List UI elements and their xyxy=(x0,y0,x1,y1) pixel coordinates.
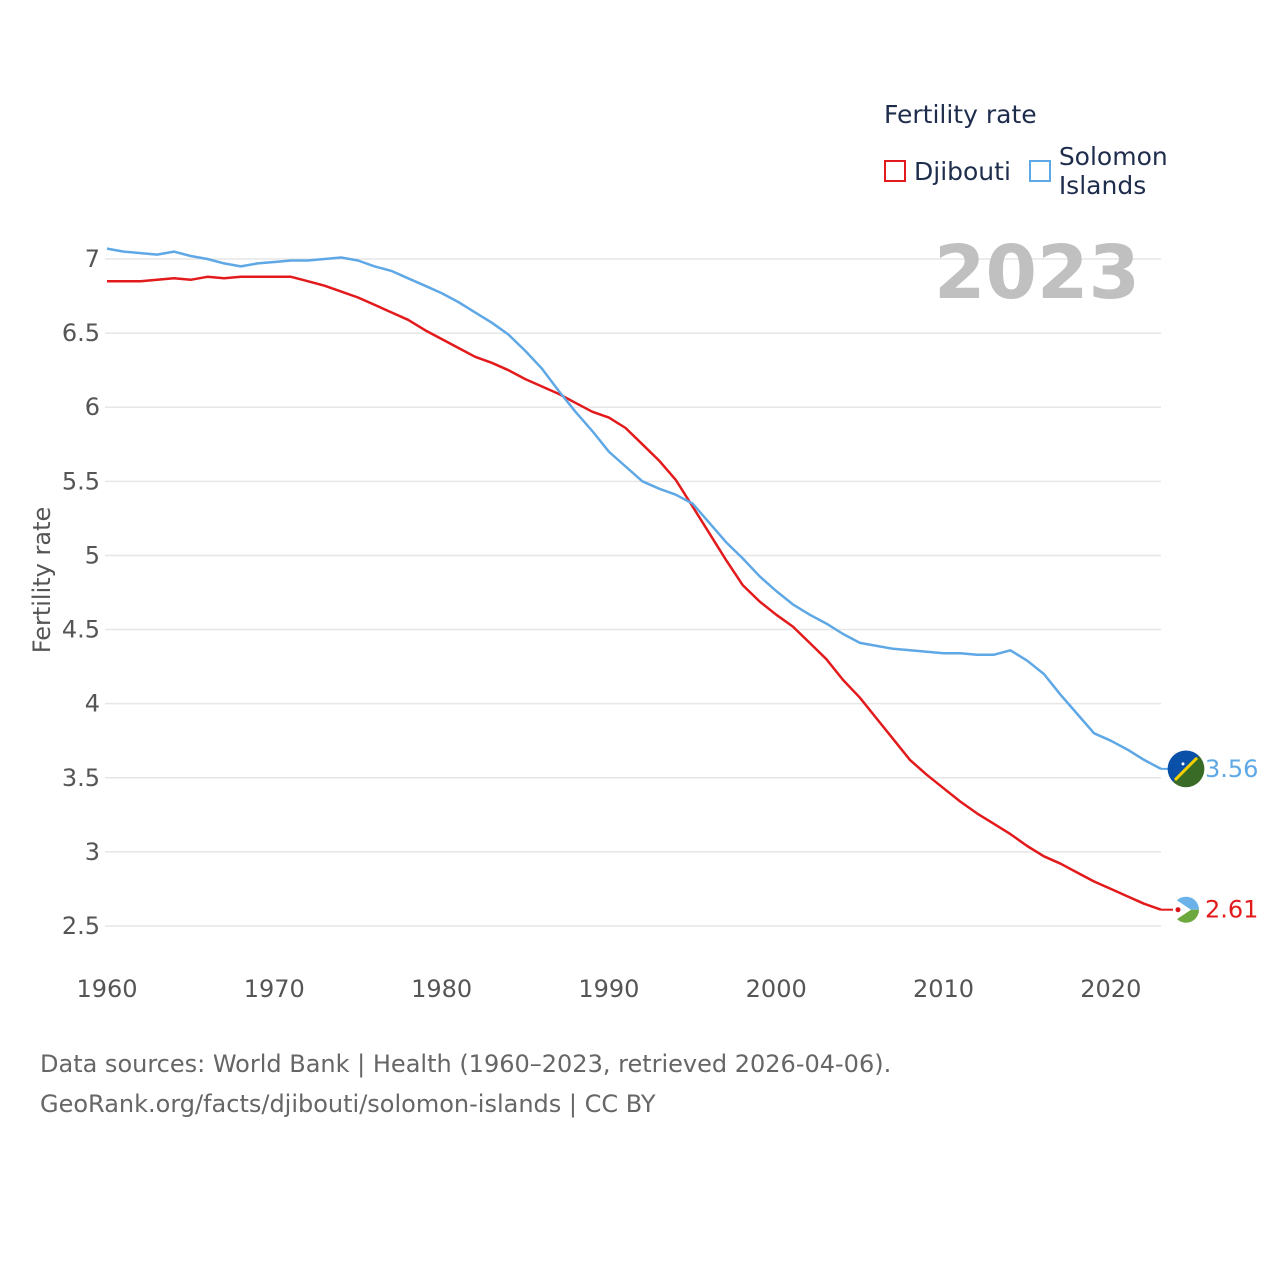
legend-title: Fertility rate xyxy=(884,100,1037,129)
end-markers: 2.61 3.56 xyxy=(1161,750,1258,924)
y-tick-label: 2.5 xyxy=(62,912,100,940)
y-axis-label: Fertility rate xyxy=(28,507,56,654)
footer-sources: Data sources: World Bank | Health (1960–… xyxy=(40,1050,892,1078)
x-tick-label: 2010 xyxy=(913,975,974,1003)
flag-icon-solomon-bottom xyxy=(1173,755,1205,788)
x-tick-label: 2000 xyxy=(746,975,807,1003)
y-tick-label: 5 xyxy=(85,541,100,569)
end-value-label-djibouti: 2.61 xyxy=(1205,896,1258,924)
end-marker-djibouti: 2.61 xyxy=(1161,896,1258,924)
x-tick-label: 1990 xyxy=(578,975,639,1003)
legend-swatch-djibouti xyxy=(884,160,906,182)
series-line-solomon-islands xyxy=(106,247,1162,771)
y-tick-label: 4 xyxy=(85,690,100,718)
y-tick-label: 3.5 xyxy=(62,764,100,792)
legend-label-djibouti: Djibouti xyxy=(914,156,1011,186)
end-value-label-solomon-islands: 3.56 xyxy=(1205,755,1258,783)
flag-icon-solomon-top xyxy=(1167,750,1199,782)
flag-icon-solomon-stripe xyxy=(1173,756,1199,781)
x-tick-label: 1970 xyxy=(244,975,305,1003)
footer: Data sources: World Bank | Health (1960–… xyxy=(40,1044,891,1124)
legend-item-djibouti[interactable]: Djibouti xyxy=(884,157,1011,186)
y-tick-label: 5.5 xyxy=(62,467,100,495)
footer-attribution[interactable]: GeoRank.org/facts/djibouti/solomon-islan… xyxy=(40,1090,656,1118)
x-axis-ticks: 1960 1970 1980 1990 2000 2010 2020 xyxy=(76,975,1141,1003)
y-tick-label: 6.5 xyxy=(62,319,100,347)
y-tick-label: 7 xyxy=(85,245,100,273)
series-line-djibouti xyxy=(107,275,1162,911)
y-tick-label: 3 xyxy=(85,838,100,866)
legend-item-solomon-islands[interactable]: Solomon Islands xyxy=(1028,142,1262,200)
grid-lines xyxy=(105,258,1161,927)
flag-icon-djibouti-star xyxy=(1175,907,1181,913)
legend: Djibouti Solomon Islands xyxy=(884,142,1280,200)
x-tick-label: 1960 xyxy=(76,975,137,1003)
flag-icon-solomon-star xyxy=(1181,762,1185,766)
x-tick-label: 2020 xyxy=(1080,975,1141,1003)
y-tick-label: 4.5 xyxy=(62,616,100,644)
y-axis-ticks: 2.5 3 3.5 4 4.5 5 5.5 6 6.5 7 xyxy=(62,245,100,940)
x-tick-label: 1980 xyxy=(411,975,472,1003)
end-marker-solomon-islands: 3.56 xyxy=(1161,750,1258,788)
legend-swatch-solomon-islands xyxy=(1028,160,1051,182)
series-lines xyxy=(106,247,1162,911)
flag-icon-djibouti-triangle xyxy=(1173,897,1191,922)
legend-label-solomon-islands: Solomon Islands xyxy=(1058,142,1168,200)
year-watermark: 2023 xyxy=(934,230,1140,316)
y-tick-label: 6 xyxy=(85,393,100,421)
